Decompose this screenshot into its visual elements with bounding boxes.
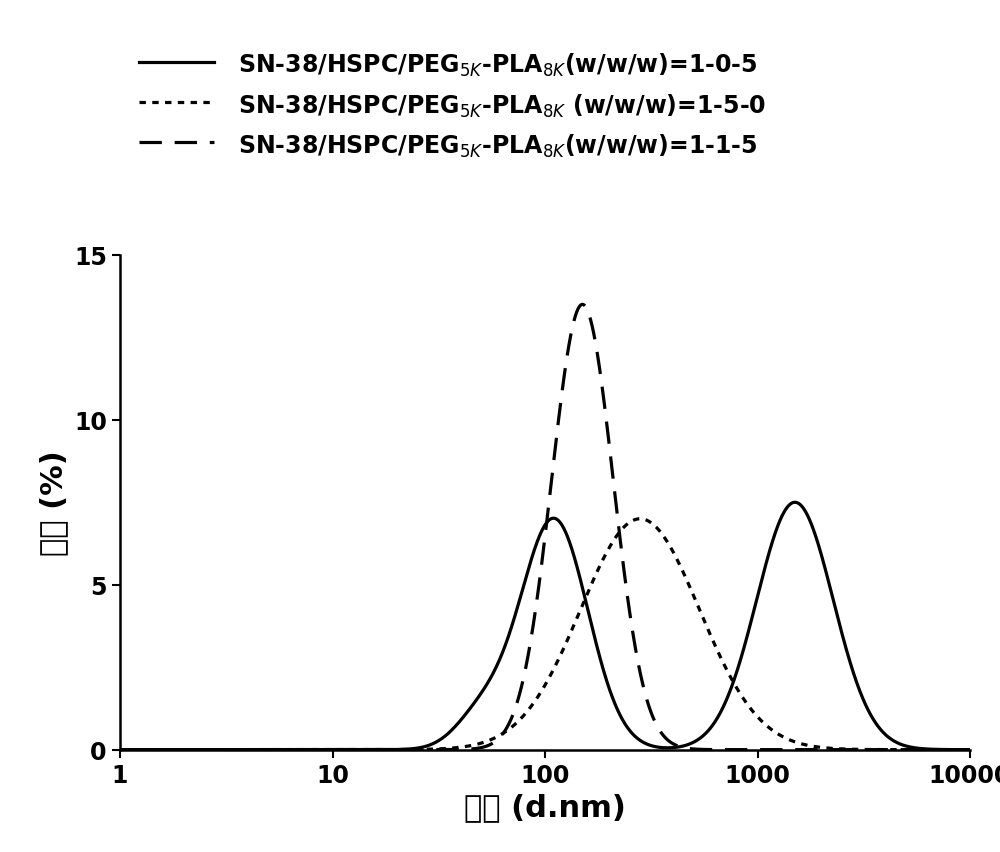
SN-38/HSPC/PEG$_{5K}$-PLA$_{8K}$(w/w/w)=1-0-5 bbox=[789, 498, 801, 508]
SN-38/HSPC/PEG$_{5K}$-PLA$_{8K}$ (w/w/w)=1-5-0 bbox=[748, 708, 760, 718]
SN-38/HSPC/PEG$_{5K}$-PLA$_{8K}$ (w/w/w)=1-5-0 bbox=[439, 744, 451, 754]
SN-38/HSPC/PEG$_{5K}$-PLA$_{8K}$(w/w/w)=1-1-5 bbox=[667, 739, 679, 749]
SN-38/HSPC/PEG$_{5K}$-PLA$_{8K}$ (w/w/w)=1-5-0 bbox=[624, 517, 636, 527]
SN-38/HSPC/PEG$_{5K}$-PLA$_{8K}$(w/w/w)=1-0-5 bbox=[114, 745, 126, 755]
Line: SN-38/HSPC/PEG$_{5K}$-PLA$_{8K}$(w/w/w)=1-0-5: SN-38/HSPC/PEG$_{5K}$-PLA$_{8K}$(w/w/w)=… bbox=[120, 503, 970, 750]
SN-38/HSPC/PEG$_{5K}$-PLA$_{8K}$(w/w/w)=1-0-5 bbox=[439, 731, 451, 741]
Y-axis label: 强度 (%): 强度 (%) bbox=[39, 450, 68, 556]
X-axis label: 粒径 (d.nm): 粒径 (d.nm) bbox=[464, 792, 626, 821]
SN-38/HSPC/PEG$_{5K}$-PLA$_{8K}$ (w/w/w)=1-5-0 bbox=[813, 742, 825, 752]
Line: SN-38/HSPC/PEG$_{5K}$-PLA$_{8K}$ (w/w/w)=1-5-0: SN-38/HSPC/PEG$_{5K}$-PLA$_{8K}$ (w/w/w)… bbox=[120, 519, 970, 750]
Line: SN-38/HSPC/PEG$_{5K}$-PLA$_{8K}$(w/w/w)=1-1-5: SN-38/HSPC/PEG$_{5K}$-PLA$_{8K}$(w/w/w)=… bbox=[120, 305, 970, 750]
SN-38/HSPC/PEG$_{5K}$-PLA$_{8K}$(w/w/w)=1-1-5 bbox=[624, 609, 636, 619]
SN-38/HSPC/PEG$_{5K}$-PLA$_{8K}$ (w/w/w)=1-5-0 bbox=[268, 745, 280, 755]
SN-38/HSPC/PEG$_{5K}$-PLA$_{8K}$(w/w/w)=1-0-5 bbox=[268, 745, 280, 755]
SN-38/HSPC/PEG$_{5K}$-PLA$_{8K}$ (w/w/w)=1-5-0 bbox=[114, 745, 126, 755]
SN-38/HSPC/PEG$_{5K}$-PLA$_{8K}$(w/w/w)=1-1-5 bbox=[268, 745, 280, 755]
SN-38/HSPC/PEG$_{5K}$-PLA$_{8K}$ (w/w/w)=1-5-0 bbox=[634, 514, 646, 524]
SN-38/HSPC/PEG$_{5K}$-PLA$_{8K}$ (w/w/w)=1-5-0 bbox=[964, 745, 976, 755]
SN-38/HSPC/PEG$_{5K}$-PLA$_{8K}$(w/w/w)=1-0-5 bbox=[964, 745, 976, 755]
SN-38/HSPC/PEG$_{5K}$-PLA$_{8K}$(w/w/w)=1-1-5 bbox=[748, 745, 760, 755]
SN-38/HSPC/PEG$_{5K}$-PLA$_{8K}$(w/w/w)=1-0-5 bbox=[624, 726, 636, 736]
SN-38/HSPC/PEG$_{5K}$-PLA$_{8K}$(w/w/w)=1-1-5 bbox=[114, 745, 126, 755]
SN-38/HSPC/PEG$_{5K}$-PLA$_{8K}$(w/w/w)=1-1-5 bbox=[964, 745, 976, 755]
SN-38/HSPC/PEG$_{5K}$-PLA$_{8K}$(w/w/w)=1-1-5 bbox=[439, 745, 451, 755]
SN-38/HSPC/PEG$_{5K}$-PLA$_{8K}$(w/w/w)=1-0-5 bbox=[667, 743, 679, 753]
SN-38/HSPC/PEG$_{5K}$-PLA$_{8K}$(w/w/w)=1-0-5 bbox=[813, 542, 825, 552]
SN-38/HSPC/PEG$_{5K}$-PLA$_{8K}$(w/w/w)=1-0-5 bbox=[748, 604, 760, 614]
SN-38/HSPC/PEG$_{5K}$-PLA$_{8K}$ (w/w/w)=1-5-0 bbox=[667, 547, 679, 557]
SN-38/HSPC/PEG$_{5K}$-PLA$_{8K}$(w/w/w)=1-1-5 bbox=[813, 745, 825, 755]
SN-38/HSPC/PEG$_{5K}$-PLA$_{8K}$(w/w/w)=1-1-5 bbox=[576, 300, 588, 310]
Legend: SN-38/HSPC/PEG$_{5K}$-PLA$_{8K}$(w/w/w)=1-0-5, SN-38/HSPC/PEG$_{5K}$-PLA$_{8K}$ : SN-38/HSPC/PEG$_{5K}$-PLA$_{8K}$(w/w/w)=… bbox=[132, 45, 773, 167]
